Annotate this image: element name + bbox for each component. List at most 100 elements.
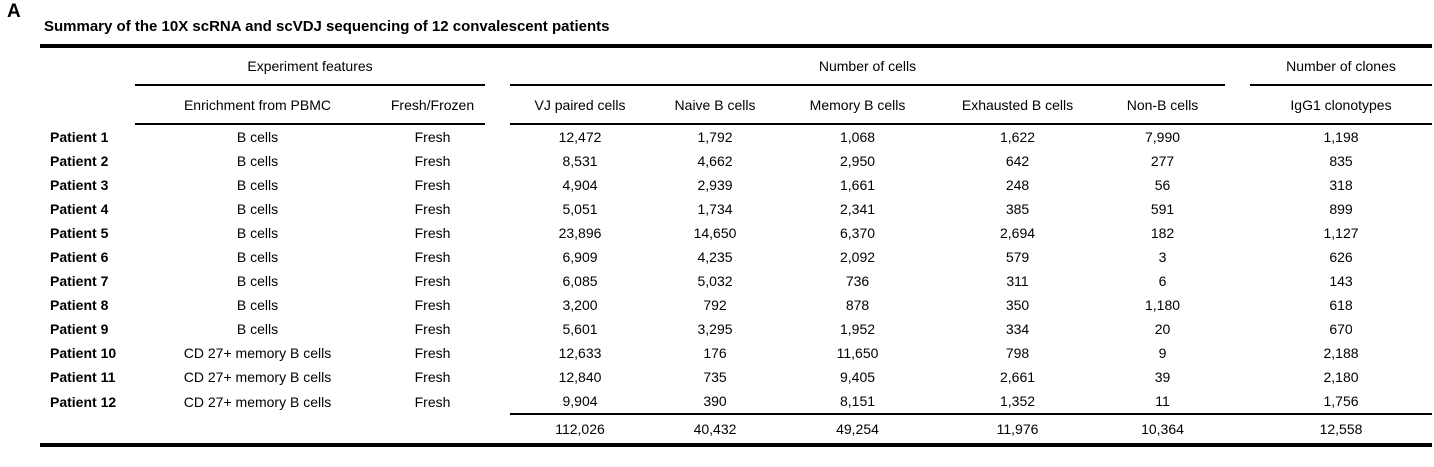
cell-fresh-frozen: Fresh <box>414 393 451 410</box>
column-gap <box>1225 365 1250 389</box>
cell-memory-b: 2,950 <box>839 153 876 169</box>
column-gap <box>1225 413 1251 445</box>
cell-vj-paired: 12,472 <box>558 129 602 145</box>
cell-vj-paired: 5,051 <box>562 201 598 217</box>
group-header-number-of-cells: Number of cells <box>510 46 1226 86</box>
patient-label: Patient 5 <box>50 225 109 241</box>
cell-igg1: 618 <box>1329 297 1353 313</box>
cell-enrichment: B cells <box>236 321 279 337</box>
cell-vj-paired: 4,904 <box>562 177 598 193</box>
table-row: Patient 3 B cells Fresh 4,904 2,939 1,66… <box>40 173 1432 197</box>
table-body: Patient 1 B cells Fresh 12,472 1,792 1,0… <box>40 124 1432 414</box>
table-row: Patient 10 CD 27+ memory B cells Fresh 1… <box>40 341 1432 365</box>
cell-enrichment: B cells <box>236 273 279 289</box>
column-gap <box>485 389 510 414</box>
cell-igg1: 2,180 <box>1323 369 1359 385</box>
table-row: Patient 9 B cells Fresh 5,601 3,295 1,95… <box>40 317 1432 341</box>
cell-naive-b: 5,032 <box>697 273 733 289</box>
total-non-b: 10,364 <box>1100 413 1226 445</box>
table-row: Patient 2 B cells Fresh 8,531 4,662 2,95… <box>40 149 1432 173</box>
patient-label: Patient 8 <box>50 297 109 313</box>
cell-igg1: 1,198 <box>1323 129 1359 145</box>
patient-label: Patient 3 <box>50 177 109 193</box>
cell-fresh-frozen: Fresh <box>414 153 451 169</box>
group-header-experiment-features: Experiment features <box>135 46 486 86</box>
cell-igg1: 143 <box>1329 273 1353 289</box>
cell-non-b: 277 <box>1150 153 1175 169</box>
total-exhausted-b: 11,976 <box>935 413 1101 445</box>
summary-table-section: Summary of the 10X scRNA and scVDJ seque… <box>40 18 1433 447</box>
column-gap <box>485 365 510 389</box>
column-gap <box>485 317 510 341</box>
table-row: Patient 7 B cells Fresh 6,085 5,032 736 … <box>40 269 1432 293</box>
column-gap <box>485 269 510 293</box>
empty-cell <box>40 414 135 445</box>
empty-cell <box>135 414 380 445</box>
cell-enrichment: CD 27+ memory B cells <box>183 393 332 410</box>
column-gap <box>1225 46 1250 85</box>
column-gap <box>485 245 510 269</box>
cell-memory-b: 1,068 <box>839 129 876 145</box>
column-gap <box>485 124 510 149</box>
cell-memory-b: 878 <box>845 297 870 313</box>
cell-memory-b: 1,661 <box>839 177 876 193</box>
cell-naive-b: 390 <box>703 393 727 409</box>
cell-exhausted-b: 1,622 <box>999 129 1036 145</box>
column-header-igg1: IgG1 clonotypes <box>1250 85 1433 125</box>
cell-non-b: 3 <box>1158 249 1167 265</box>
cell-enrichment: B cells <box>236 153 279 169</box>
cell-vj-paired: 23,896 <box>558 225 602 241</box>
cell-vj-paired: 6,085 <box>562 273 598 289</box>
column-header-row: Enrichment from PBMC Fresh/Frozen VJ pai… <box>40 85 1433 125</box>
column-header-non-b: Non-B cells <box>1100 85 1226 125</box>
corner-cell <box>40 85 135 124</box>
cell-exhausted-b: 248 <box>1005 177 1030 193</box>
cell-enrichment: CD 27+ memory B cells <box>183 345 332 361</box>
table-row: Patient 1 B cells Fresh 12,472 1,792 1,0… <box>40 124 1432 149</box>
cell-fresh-frozen: Fresh <box>414 177 451 193</box>
cell-fresh-frozen: Fresh <box>414 369 451 385</box>
cell-fresh-frozen: Fresh <box>414 297 451 313</box>
cell-vj-paired: 5,601 <box>562 321 598 337</box>
patient-label: Patient 6 <box>50 249 109 265</box>
cell-non-b: 11 <box>1155 393 1170 409</box>
column-gap <box>1225 341 1250 365</box>
cell-naive-b: 14,650 <box>693 225 737 241</box>
cell-exhausted-b: 311 <box>1006 273 1029 289</box>
column-header-exhausted-b: Exhausted B cells <box>935 85 1101 125</box>
total-vj-paired: 112,026 <box>510 413 651 445</box>
cell-fresh-frozen: Fresh <box>414 273 451 289</box>
cell-exhausted-b: 2,694 <box>999 225 1036 241</box>
cell-vj-paired: 8,531 <box>562 153 598 169</box>
cell-vj-paired: 3,200 <box>562 297 598 313</box>
table-row: Patient 12 CD 27+ memory B cells Fresh 9… <box>40 389 1432 414</box>
panel-letter: A <box>7 1 21 22</box>
cell-memory-b: 9,405 <box>839 369 876 385</box>
column-gap <box>485 414 510 445</box>
cell-non-b: 6 <box>1158 273 1167 289</box>
cell-naive-b: 1,792 <box>697 129 733 145</box>
column-gap <box>1225 85 1251 125</box>
cell-non-b: 1,180 <box>1144 297 1181 313</box>
cell-memory-b: 1,952 <box>839 321 876 337</box>
cell-vj-paired: 12,840 <box>558 369 602 385</box>
cell-vj-paired: 9,904 <box>562 393 598 409</box>
cell-igg1: 318 <box>1329 177 1353 193</box>
cell-fresh-frozen: Fresh <box>414 129 451 145</box>
cell-non-b: 7,990 <box>1144 129 1181 145</box>
patient-label: Patient 2 <box>50 153 109 169</box>
cell-fresh-frozen: Fresh <box>414 249 451 265</box>
cell-igg1: 1,127 <box>1323 225 1359 241</box>
corner-cell <box>40 46 135 85</box>
cell-exhausted-b: 798 <box>1005 345 1030 361</box>
cell-enrichment: B cells <box>236 201 279 217</box>
cell-memory-b: 2,092 <box>839 249 876 265</box>
cell-non-b: 20 <box>1154 321 1171 337</box>
cell-fresh-frozen: Fresh <box>414 321 451 337</box>
cell-fresh-frozen: Fresh <box>414 345 451 361</box>
cell-exhausted-b: 2,661 <box>999 369 1036 385</box>
cell-naive-b: 4,662 <box>697 153 733 169</box>
cell-memory-b: 8,151 <box>839 393 876 409</box>
column-header-naive-b: Naive B cells <box>650 85 781 125</box>
cell-memory-b: 736 <box>845 273 870 289</box>
